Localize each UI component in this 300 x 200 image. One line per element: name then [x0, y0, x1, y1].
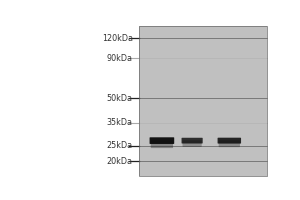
- FancyBboxPatch shape: [182, 138, 203, 144]
- Text: 35kDa: 35kDa: [107, 118, 133, 127]
- FancyBboxPatch shape: [219, 140, 240, 147]
- FancyBboxPatch shape: [218, 138, 241, 144]
- FancyBboxPatch shape: [150, 137, 174, 144]
- FancyBboxPatch shape: [182, 140, 202, 147]
- Text: 25kDa: 25kDa: [107, 141, 133, 150]
- Text: 50kDa: 50kDa: [107, 94, 133, 103]
- Text: 90kDa: 90kDa: [107, 54, 133, 63]
- FancyBboxPatch shape: [151, 140, 173, 148]
- Bar: [139, 26, 266, 176]
- Text: 20kDa: 20kDa: [107, 157, 133, 166]
- Text: 120kDa: 120kDa: [102, 34, 133, 43]
- Bar: [139, 26, 266, 176]
